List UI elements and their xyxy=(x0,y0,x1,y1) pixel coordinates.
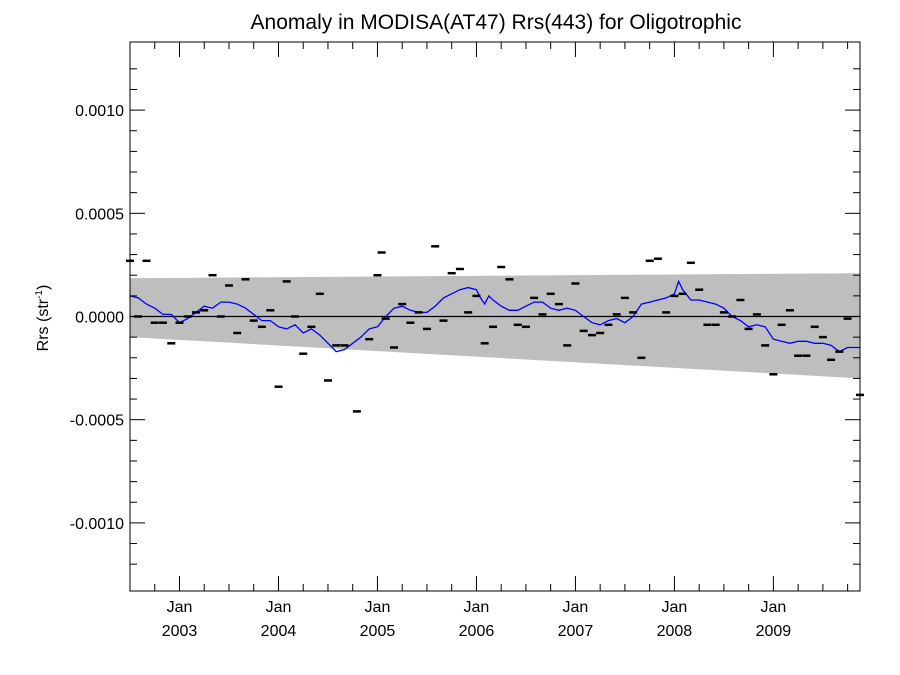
x-tick-year-5: 2008 xyxy=(657,623,693,640)
x-tick-year-2: 2005 xyxy=(360,623,396,640)
x-tick-year-4: 2007 xyxy=(558,623,594,640)
y-tick-label-0: 0.0010 xyxy=(75,103,124,120)
x-tick-month-6: Jan xyxy=(760,599,786,616)
y-axis-label-close: ) xyxy=(35,285,52,290)
chart-title: Anomaly in MODISA(AT47) Rrs(443) for Oli… xyxy=(251,11,742,34)
x-tick-year-3: 2006 xyxy=(459,623,495,640)
y-tick-label-2: 0.0000 xyxy=(75,310,124,327)
x-tick-year-1: 2004 xyxy=(261,623,297,640)
y-tick-label-4: -0.0010 xyxy=(70,516,124,533)
plot-area: 0.0010 0.0005 0.0000 -0.0005 -0.0010 Jan 2003 J… xyxy=(70,41,864,640)
x-tick-month-3: Jan xyxy=(464,599,490,616)
y-tick-label-3: -0.0005 xyxy=(70,413,124,430)
x-tick-year-0: 2003 xyxy=(162,623,198,640)
x-tick-year-6: 2009 xyxy=(756,623,792,640)
y-axis-label-superscript: -1 xyxy=(34,290,45,299)
x-tick-month-0: Jan xyxy=(167,599,193,616)
x-tick-month-1: Jan xyxy=(266,599,292,616)
y-tick-label-1: 0.0005 xyxy=(75,206,124,223)
x-tick-month-2: Jan xyxy=(365,599,391,616)
y-axis-label-text: Rrs (str xyxy=(35,298,52,351)
series-line-0 xyxy=(129,279,860,353)
x-tick-month-5: Jan xyxy=(662,599,688,616)
y-axis-label: Rrs (str-1) xyxy=(34,285,52,352)
x-tick-month-4: Jan xyxy=(563,599,589,616)
